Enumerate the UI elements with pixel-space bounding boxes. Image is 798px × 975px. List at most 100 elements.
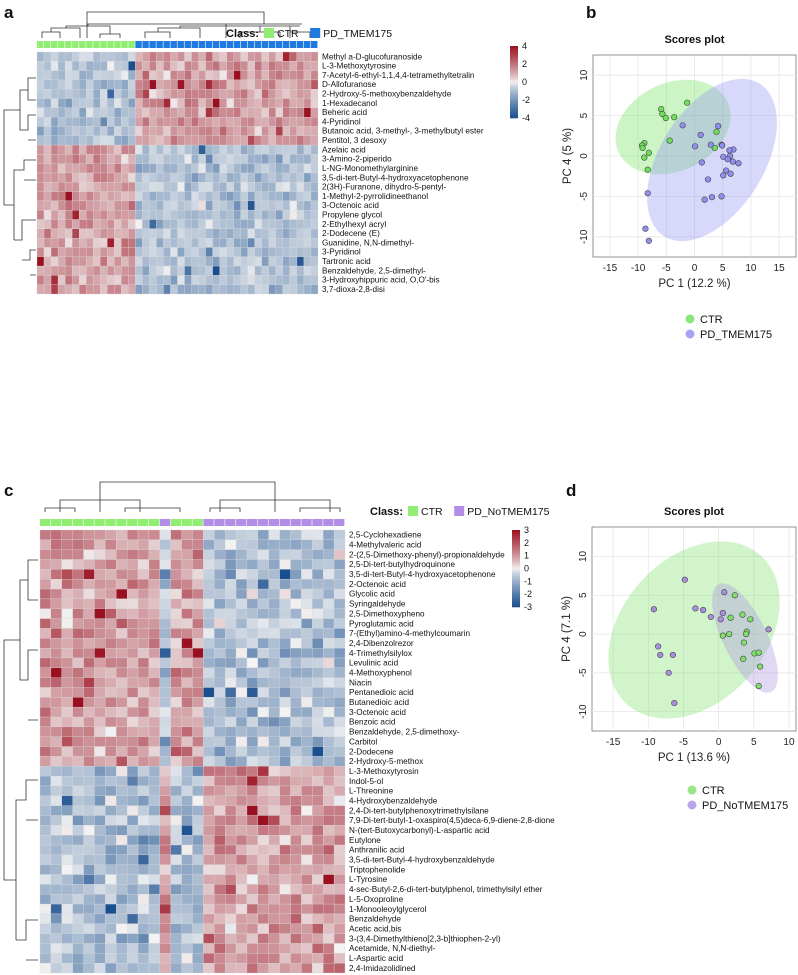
heatmap-cell bbox=[257, 884, 269, 895]
heatmap-cell bbox=[296, 200, 305, 211]
heatmap-cell bbox=[94, 943, 106, 954]
heatmap-cell bbox=[184, 61, 192, 71]
heatmap-cell bbox=[36, 172, 45, 183]
heatmap-cell bbox=[137, 844, 150, 856]
heatmap-cell bbox=[163, 256, 171, 267]
heatmap-cell bbox=[268, 163, 277, 174]
heatmap-cell bbox=[36, 238, 45, 248]
heatmap-cell bbox=[71, 247, 80, 257]
heatmap-cell bbox=[235, 707, 248, 718]
heatmap-cell bbox=[50, 182, 59, 192]
class-bar-cell bbox=[334, 519, 345, 526]
heatmap-cell bbox=[50, 795, 62, 806]
heatmap-cell bbox=[128, 70, 136, 81]
heatmap-cell bbox=[310, 275, 319, 285]
heatmap-cell bbox=[57, 61, 66, 71]
data-point-ctr bbox=[727, 614, 734, 621]
x-axis-label: PC 1 (12.2 %) bbox=[658, 278, 730, 290]
heatmap-cell bbox=[203, 628, 215, 639]
heatmap-cell bbox=[289, 256, 298, 267]
heatmap-cell bbox=[163, 135, 171, 146]
heatmap-cell bbox=[268, 559, 280, 570]
heatmap-cell bbox=[323, 825, 335, 836]
heatmap-cell bbox=[159, 775, 171, 787]
heatmap-cell bbox=[137, 815, 150, 826]
heatmap-cell bbox=[301, 707, 313, 718]
heatmap-cell bbox=[214, 677, 226, 688]
heatmap-cell bbox=[50, 913, 62, 924]
heatmap-cell bbox=[235, 825, 248, 836]
heatmap-cell bbox=[170, 697, 182, 708]
class-bar-cell bbox=[268, 41, 276, 48]
heatmap-cell bbox=[170, 854, 182, 865]
heatmap-cell bbox=[312, 913, 324, 924]
heatmap-cell bbox=[290, 913, 302, 924]
heatmap-cell bbox=[310, 89, 319, 99]
data-point-pd_notmem175 bbox=[650, 606, 658, 613]
heatmap-cell bbox=[323, 884, 335, 895]
heatmap-cell bbox=[192, 825, 204, 836]
heatmap-cell bbox=[192, 628, 204, 639]
heatmap-cell bbox=[71, 117, 80, 127]
heatmap-cell bbox=[50, 933, 62, 944]
heatmap-cell bbox=[156, 182, 164, 192]
colorbar-segment bbox=[510, 69, 518, 72]
heatmap-cell bbox=[50, 588, 62, 600]
heatmap-cell bbox=[225, 549, 237, 560]
heatmap-cell bbox=[126, 716, 139, 728]
heatmap-cell bbox=[301, 726, 313, 737]
data-point-pd_tmem175 bbox=[715, 123, 722, 130]
heatmap-cell bbox=[235, 618, 248, 629]
heatmap-cell bbox=[100, 238, 108, 248]
heatmap-cell bbox=[257, 549, 269, 560]
heatmap-cell bbox=[83, 903, 95, 915]
heatmap-cell bbox=[301, 785, 313, 796]
heatmap-cell bbox=[116, 746, 128, 757]
heatmap-cell bbox=[323, 854, 335, 865]
row-label: L-NG-Monomethylarginine bbox=[322, 164, 418, 173]
heatmap-cell bbox=[94, 608, 106, 619]
heatmap-cell bbox=[149, 117, 157, 127]
row-label: 2-Hydroxy-5-methoxybenzaldehyde bbox=[322, 89, 452, 98]
heatmap-cell bbox=[128, 256, 136, 267]
heatmap-cell bbox=[105, 657, 117, 668]
heatmap-cell bbox=[39, 874, 52, 885]
heatmap-cell bbox=[268, 126, 277, 136]
heatmap-cell bbox=[191, 61, 199, 71]
row-label: Levulinic acid bbox=[349, 659, 399, 668]
heatmap-cell bbox=[233, 284, 241, 295]
heatmap-cell bbox=[268, 746, 280, 757]
row-label: Beheric acid bbox=[322, 108, 368, 117]
heatmap-cell bbox=[198, 182, 206, 192]
heatmap-cell bbox=[310, 98, 319, 108]
heatmap-cell bbox=[323, 894, 335, 905]
heatmap-cell bbox=[235, 775, 248, 787]
heatmap-cell bbox=[39, 775, 52, 787]
heatmap-cell bbox=[225, 805, 237, 816]
heatmap-cell bbox=[50, 117, 59, 127]
heatmap-cell bbox=[126, 894, 139, 905]
heatmap-cell bbox=[149, 61, 157, 71]
heatmap-cell bbox=[268, 579, 280, 590]
row-label: 3-Octenoic acid bbox=[322, 201, 379, 210]
heatmap-cell bbox=[323, 716, 335, 728]
heatmap-cell bbox=[177, 107, 185, 118]
heatmap-cell bbox=[105, 529, 117, 540]
heatmap-cell bbox=[246, 529, 259, 540]
colorbar-segment bbox=[512, 583, 520, 587]
x-tick-label: 10 bbox=[783, 737, 795, 748]
heatmap-cell bbox=[323, 569, 335, 580]
heatmap-cell bbox=[233, 275, 241, 285]
heatmap-cell bbox=[43, 182, 52, 192]
heatmap-cell bbox=[198, 238, 206, 248]
row-label: 1-Hexadecanol bbox=[322, 99, 377, 108]
colorbar-segment bbox=[510, 89, 518, 92]
colorbar-tick-label: 1 bbox=[524, 551, 529, 561]
heatmap-cell bbox=[225, 618, 237, 629]
heatmap-cell bbox=[233, 135, 241, 146]
heatmap-cell bbox=[312, 766, 324, 777]
heatmap-cell bbox=[170, 117, 178, 127]
heatmap-cell bbox=[43, 135, 52, 146]
heatmap-cell bbox=[50, 716, 62, 728]
class-bar-cell bbox=[128, 41, 135, 48]
